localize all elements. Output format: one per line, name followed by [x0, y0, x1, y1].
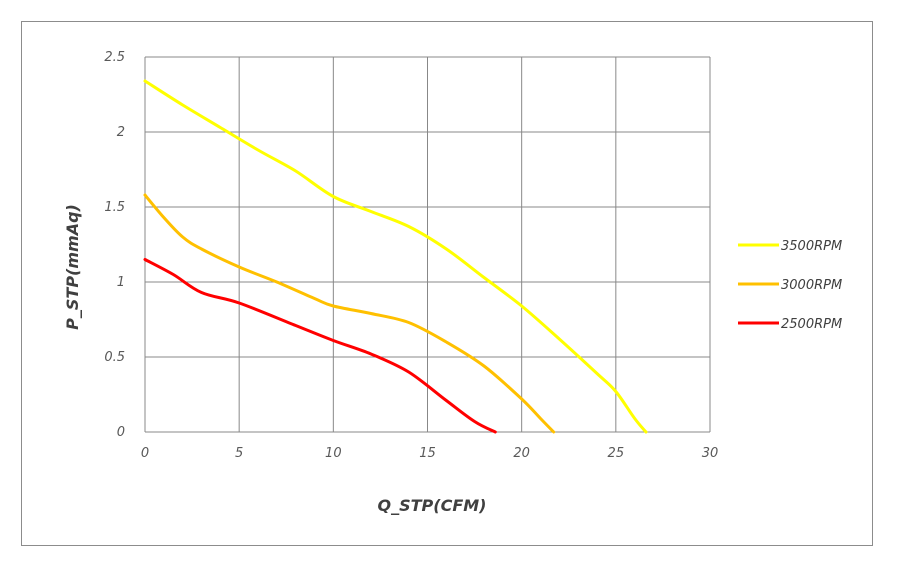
chart-frame: 0 5 10 15 20 25 30 0 0.5 1 1.5 2 2.5 Q_STP(CFM) P_S… [21, 21, 873, 546]
series-line-3000rpm [143, 193, 556, 434]
x-axis-title: Q_STP(CFM) [378, 496, 487, 515]
x-tick-label: 30 [702, 446, 719, 461]
x-tick-label: 15 [419, 446, 436, 461]
x-tick-label: 5 [235, 446, 243, 461]
x-tick-label: 0 [141, 446, 149, 461]
y-tick-label: 0 [117, 425, 125, 440]
y-tick-label: 1.5 [104, 200, 125, 215]
x-tick-labels: 0 5 10 15 20 25 30 [141, 446, 718, 461]
x-tick-label: 25 [608, 446, 625, 461]
series-lines [143, 79, 648, 434]
x-tick-label: 20 [513, 446, 530, 461]
y-tick-labels: 0 0.5 1 1.5 2 2.5 [104, 50, 125, 440]
series-line-2500rpm [143, 258, 497, 434]
y-axis-title: P_STP(mmAq) [63, 204, 82, 330]
legend: 3500RPM 3000RPM 2500RPM [738, 239, 842, 332]
y-tick-label: 0.5 [104, 350, 125, 365]
grid [144, 56, 711, 433]
y-tick-label: 2.5 [104, 50, 125, 65]
y-tick-label: 2 [117, 125, 125, 140]
legend-label-2500rpm: 2500RPM [781, 317, 842, 332]
legend-label-3500rpm: 3500RPM [781, 239, 842, 254]
legend-label-3000rpm: 3000RPM [781, 278, 842, 293]
line-chart: 0 5 10 15 20 25 30 0 0.5 1 1.5 2 2.5 Q_STP(CFM) P_S… [63, 50, 842, 515]
y-tick-label: 1 [117, 275, 125, 290]
x-tick-label: 10 [325, 446, 342, 461]
series-line-3500rpm [143, 79, 648, 434]
